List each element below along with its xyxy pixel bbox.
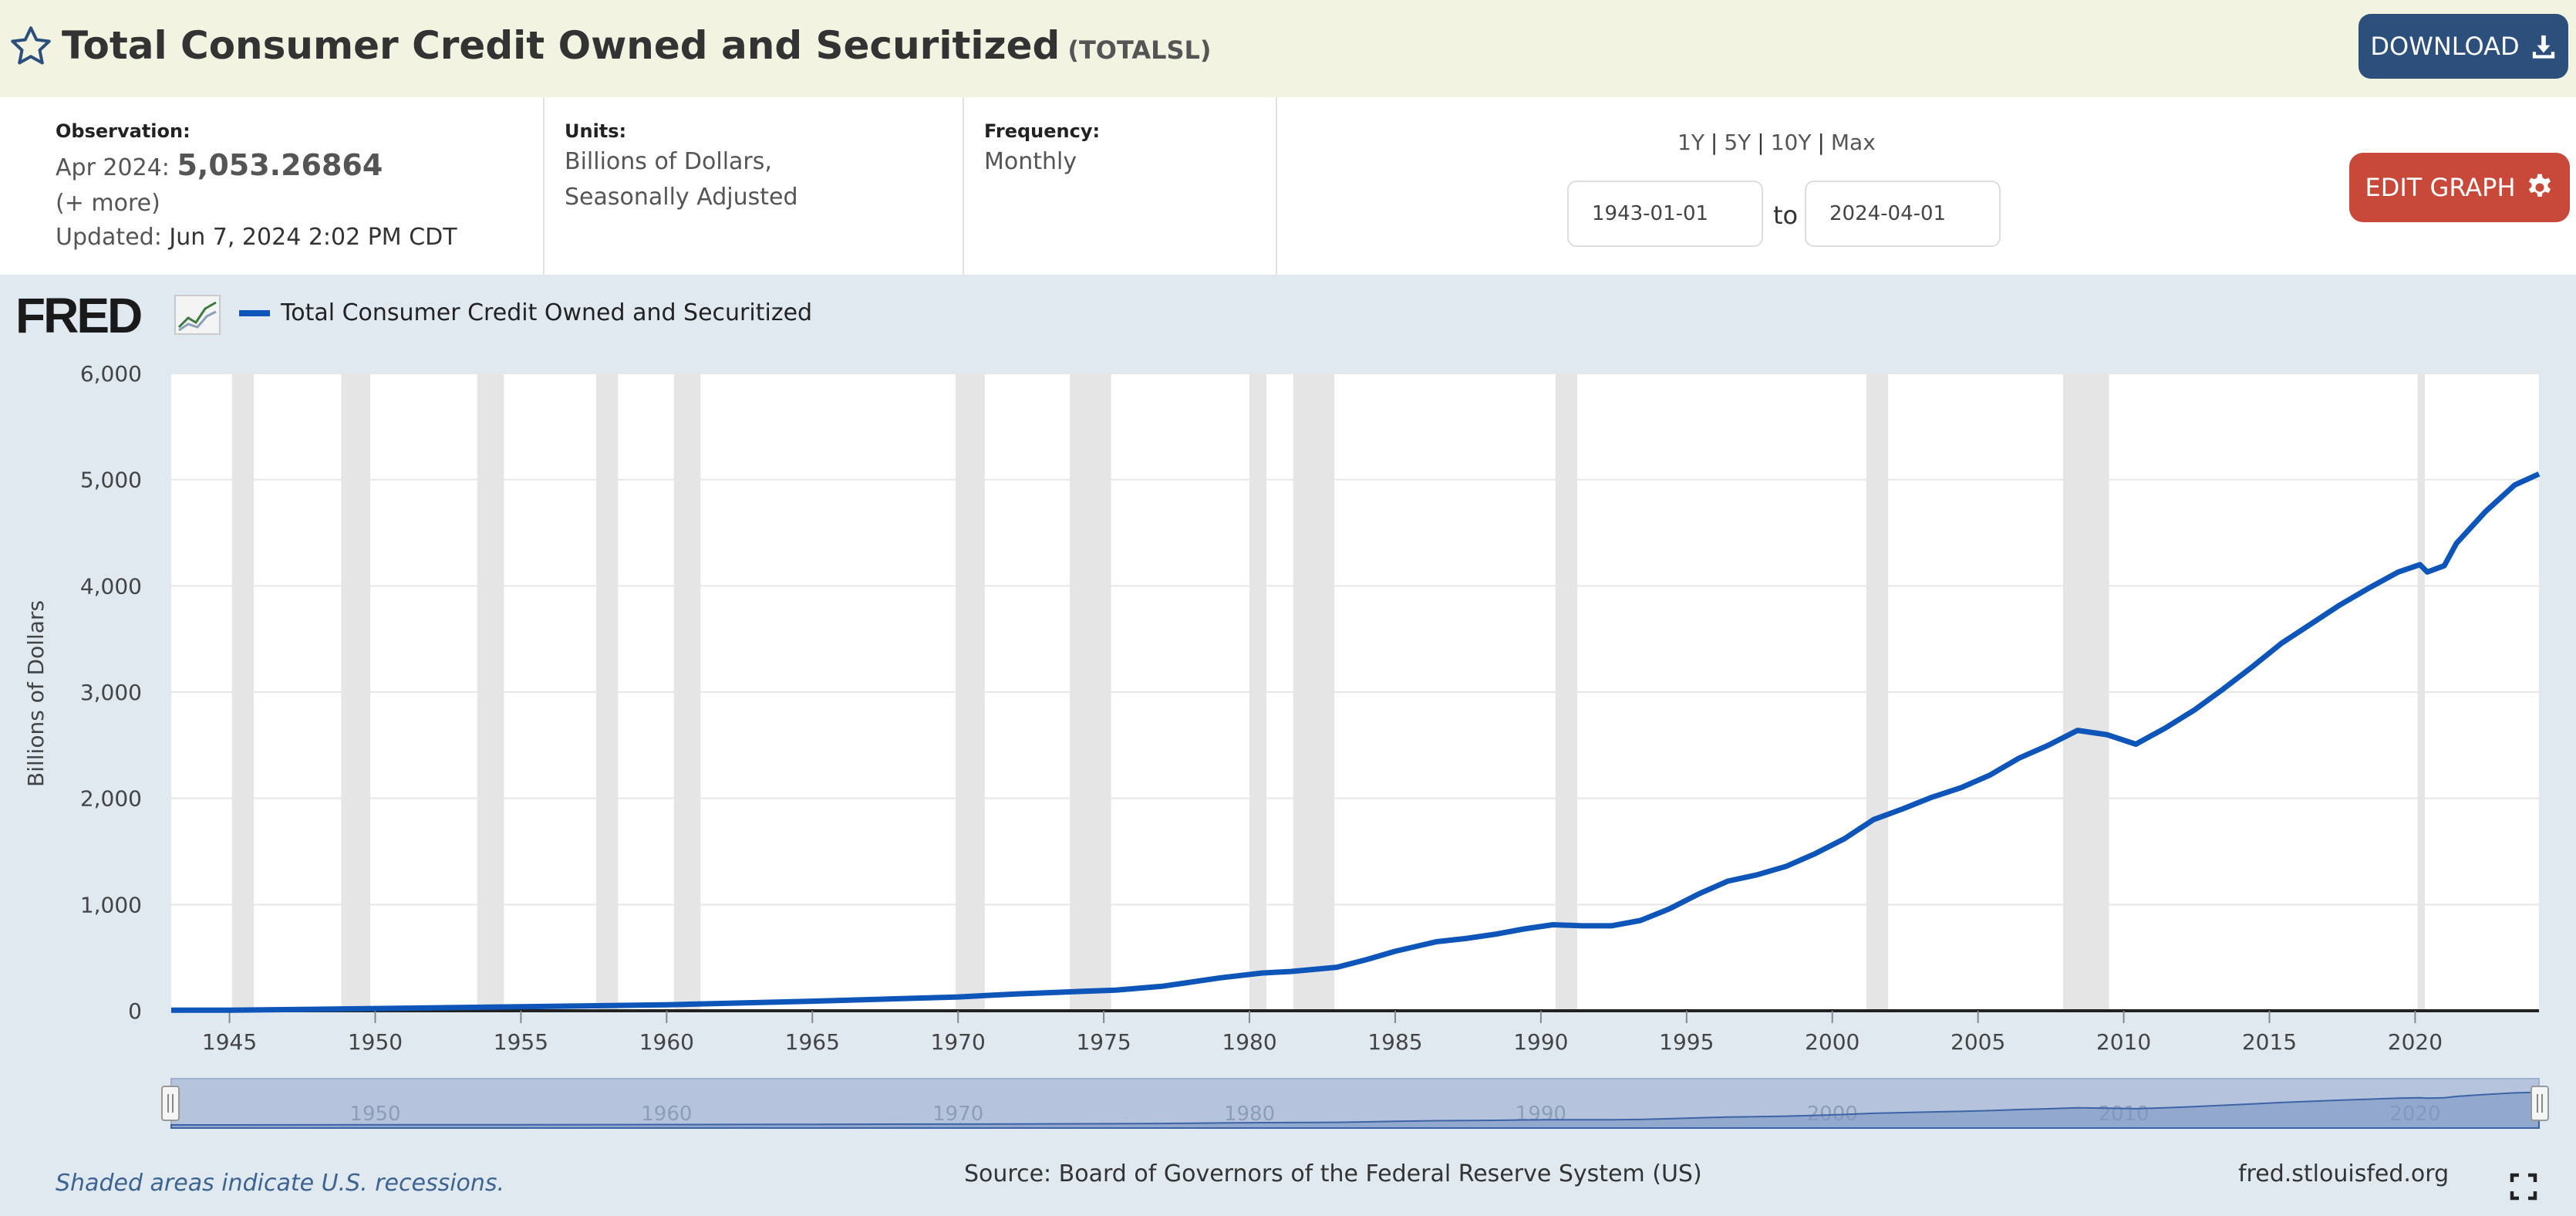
x-tick-label: 1970 [931, 1029, 986, 1055]
navigator-handle[interactable] [161, 1086, 180, 1121]
page-header: Total Consumer Credit Owned and Securiti… [0, 0, 2576, 97]
edit-graph-label: EDIT GRAPH [2365, 173, 2516, 202]
recession-note: Shaded areas indicate U.S. recessions. [56, 1170, 505, 1197]
frequency-value: Monthly [984, 148, 1077, 175]
y-tick-label: 3,000 [80, 680, 142, 705]
observation-date: Apr 2024: [56, 154, 170, 181]
units-label: Units: [565, 120, 627, 142]
navigator-handle[interactable] [2530, 1086, 2549, 1121]
download-icon [2532, 35, 2554, 59]
gear-icon [2528, 174, 2551, 197]
navigator-series [170, 1091, 2540, 1129]
x-tick-label: 1985 [1367, 1029, 1422, 1055]
y-tick-label: 5,000 [80, 468, 142, 493]
x-tick-label: 1990 [1513, 1029, 1568, 1055]
y-tick-label: 0 [128, 998, 142, 1024]
line-chart[interactable]: 0 1,000 2,000 3,000 4,000 5,000 6,000 1945 1950… [0, 339, 2576, 1142]
y-tick-label: 2,000 [80, 786, 142, 812]
observation-panel: Observation: Apr 2024: 5,053.26864 (+ mo… [0, 97, 545, 275]
x-tick-label: 2005 [1951, 1029, 2005, 1055]
source-credit: Source: Board of Governors of the Federa… [964, 1160, 1702, 1187]
x-tick-label: 1945 [202, 1029, 257, 1055]
observation-row: Apr 2024: 5,053.26864 [56, 148, 383, 182]
fullscreen-icon[interactable] [2510, 1173, 2537, 1201]
page-title: Total Consumer Credit Owned and Securiti… [62, 23, 1212, 68]
x-tick-label: 2000 [1805, 1029, 1860, 1055]
x-tick-label: 2020 [2388, 1029, 2443, 1055]
x-tick-label: 1960 [639, 1029, 694, 1055]
units-panel: Units: Billions of Dollars, Seasonally A… [545, 97, 964, 275]
y-tick-label: 4,000 [80, 573, 142, 599]
x-tick-label: 2015 [2242, 1029, 2297, 1055]
frequency-panel: Frequency: Monthly [964, 97, 1277, 275]
updated-row: Updated: Jun 7, 2024 2:02 PM CDT [56, 224, 457, 251]
observation-label: Observation: [56, 120, 191, 142]
range-10y[interactable]: 10Y [1770, 130, 1812, 155]
site-link[interactable]: fred.stlouisfed.org [2238, 1160, 2450, 1187]
x-tick-label: 2010 [2096, 1029, 2151, 1055]
series-title: Total Consumer Credit Owned and Securiti… [62, 23, 1060, 68]
x-tick-label: 1955 [494, 1029, 548, 1055]
navigator-tick-label: 1970 [932, 1103, 983, 1126]
download-label: DOWNLOAD [2370, 32, 2520, 61]
x-tick-label: 1950 [348, 1029, 403, 1055]
y-tick-label: 1,000 [80, 892, 142, 917]
download-button[interactable]: DOWNLOAD [2359, 14, 2568, 79]
x-tick-label: 1975 [1076, 1029, 1131, 1055]
star-icon[interactable] [8, 23, 54, 69]
fred-logo: FRED [15, 288, 143, 343]
series-code: (TOTALSL) [1067, 35, 1212, 65]
chart-legend: Total Consumer Credit Owned and Securiti… [239, 299, 812, 326]
to-label: to [1773, 201, 1799, 230]
series-info-bar: Observation: Apr 2024: 5,053.26864 (+ mo… [0, 97, 2576, 275]
x-tick-label: 1980 [1222, 1029, 1276, 1055]
more-observations-link[interactable]: (+ more) [56, 190, 160, 217]
navigator-tick-label: 1960 [641, 1103, 692, 1126]
range-5y[interactable]: 5Y [1724, 130, 1752, 155]
observation-value: 5,053.26864 [177, 148, 383, 182]
series-line [170, 471, 2541, 1013]
x-tick-label: 1965 [785, 1029, 840, 1055]
updated-label: Updated: [56, 224, 162, 251]
legend-swatch [239, 309, 270, 316]
units-line-1: Billions of Dollars, [565, 148, 772, 175]
units-line-2: Seasonally Adjusted [565, 184, 798, 211]
frequency-label: Frequency: [984, 120, 1101, 142]
end-date-input[interactable]: 2024-04-01 [1805, 181, 2001, 247]
range-links: 1Y | 5Y | 10Y | Max [1677, 130, 1876, 155]
range-1y[interactable]: 1Y [1677, 130, 1704, 155]
edit-graph-button[interactable]: EDIT GRAPH [2349, 153, 2570, 222]
fred-chart-icon [174, 295, 221, 335]
legend-label: Total Consumer Credit Owned and Securiti… [281, 299, 813, 326]
updated-value: Jun 7, 2024 2:02 PM CDT [169, 224, 457, 251]
y-tick-label: 6,000 [80, 361, 142, 387]
x-tick-label: 1995 [1659, 1029, 1714, 1055]
navigator-tick-label: 1950 [349, 1103, 400, 1126]
start-date-input[interactable]: 1943-01-01 [1567, 181, 1763, 247]
range-max[interactable]: Max [1830, 130, 1876, 155]
